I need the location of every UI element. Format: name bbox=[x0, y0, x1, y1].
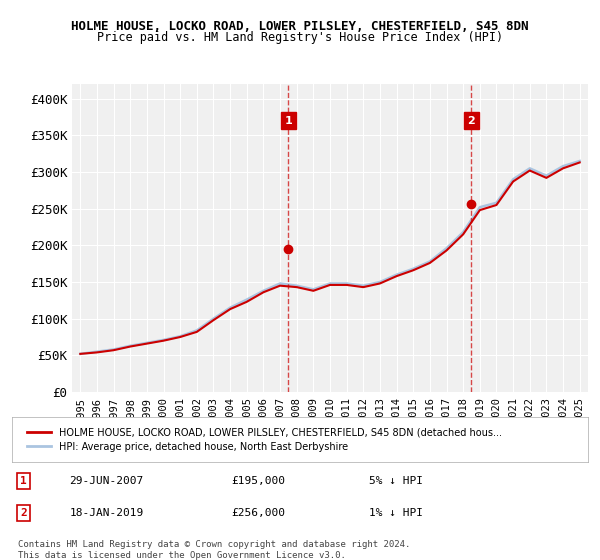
Text: 2: 2 bbox=[20, 508, 27, 518]
Text: 1% ↓ HPI: 1% ↓ HPI bbox=[369, 508, 423, 518]
Text: Price paid vs. HM Land Registry's House Price Index (HPI): Price paid vs. HM Land Registry's House … bbox=[97, 31, 503, 44]
Text: 29-JUN-2007: 29-JUN-2007 bbox=[70, 476, 144, 486]
Text: 1: 1 bbox=[284, 116, 292, 125]
Text: £256,000: £256,000 bbox=[231, 508, 285, 518]
Text: Contains HM Land Registry data © Crown copyright and database right 2024.
This d: Contains HM Land Registry data © Crown c… bbox=[18, 540, 410, 560]
Text: 5% ↓ HPI: 5% ↓ HPI bbox=[369, 476, 423, 486]
Text: HOLME HOUSE, LOCKO ROAD, LOWER PILSLEY, CHESTERFIELD, S45 8DN: HOLME HOUSE, LOCKO ROAD, LOWER PILSLEY, … bbox=[71, 20, 529, 32]
Text: 1: 1 bbox=[20, 476, 27, 486]
Legend: HOLME HOUSE, LOCKO ROAD, LOWER PILSLEY, CHESTERFIELD, S45 8DN (detached hous...,: HOLME HOUSE, LOCKO ROAD, LOWER PILSLEY, … bbox=[23, 424, 505, 455]
Text: 2: 2 bbox=[467, 116, 475, 125]
Text: £195,000: £195,000 bbox=[231, 476, 285, 486]
Text: 18-JAN-2019: 18-JAN-2019 bbox=[70, 508, 144, 518]
